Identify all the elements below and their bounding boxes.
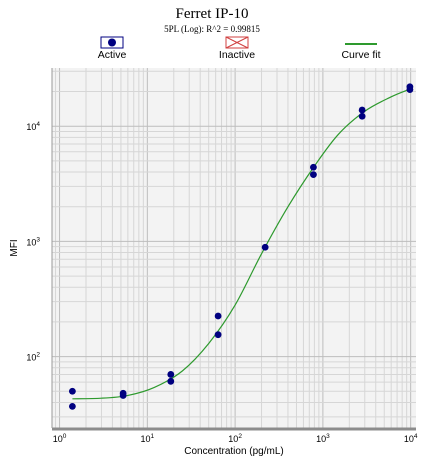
inactive-marker-icon (225, 36, 249, 49)
legend-label-inactive: Inactive (218, 49, 256, 61)
y-tick-exponent: 4 (36, 121, 40, 128)
chart-subtitle: 5PL (Log): R^2 = 0.99815 (164, 24, 260, 34)
x-tick-label: 103 (316, 433, 330, 444)
x-tick-label: 101 (141, 433, 155, 444)
data-point-active (68, 402, 76, 410)
data-point-active (119, 392, 127, 399)
legend: Active Inactive Curve fit (0, 36, 424, 66)
y-tick-exponent: 2 (36, 352, 40, 359)
data-point-active (214, 331, 222, 339)
data-points (68, 83, 414, 410)
data-point-active (358, 106, 366, 114)
x-tick-exponent: 1 (151, 433, 155, 440)
x-tick-label: 102 (228, 433, 242, 444)
data-point-active (214, 312, 222, 320)
y-tick-label: 103 (26, 236, 40, 247)
chart-title: Ferret IP-10 (175, 6, 249, 22)
x-tick-exponent: 3 (326, 433, 330, 440)
x-tick-exponent: 2 (238, 433, 242, 440)
y-tick-label: 104 (26, 121, 40, 132)
x-tick-exponent: 0 (63, 433, 67, 440)
data-point-active (68, 387, 76, 395)
active-marker-icon (100, 36, 124, 49)
legend-item-curve-fit[interactable]: Curve fit (316, 36, 406, 61)
x-axis-label: Concentration (pg/mL) (184, 446, 284, 457)
y-tick-exponent: 3 (36, 236, 40, 243)
y-tick-label: 102 (26, 352, 40, 363)
x-tick-label: 100 (53, 433, 67, 444)
data-point-active (310, 163, 317, 171)
data-point-active (310, 171, 317, 179)
x-tick-label: 104 (404, 433, 418, 444)
data-point-active (406, 86, 414, 93)
legend-item-inactive[interactable]: Inactive (192, 36, 282, 61)
grid-lines (52, 68, 416, 428)
legend-item-active[interactable]: Active (67, 36, 157, 61)
data-point-active (261, 243, 269, 251)
data-point-active (167, 371, 175, 378)
axes (51, 68, 416, 431)
legend-label-curve-fit: Curve fit (341, 49, 381, 61)
curve-fit-line-icon (345, 43, 377, 45)
y-axis-label: MFI (9, 239, 20, 256)
x-tick-exponent: 4 (414, 433, 418, 440)
data-point-active (358, 112, 366, 120)
data-point-active (167, 377, 175, 385)
legend-label-active: Active (97, 49, 127, 61)
